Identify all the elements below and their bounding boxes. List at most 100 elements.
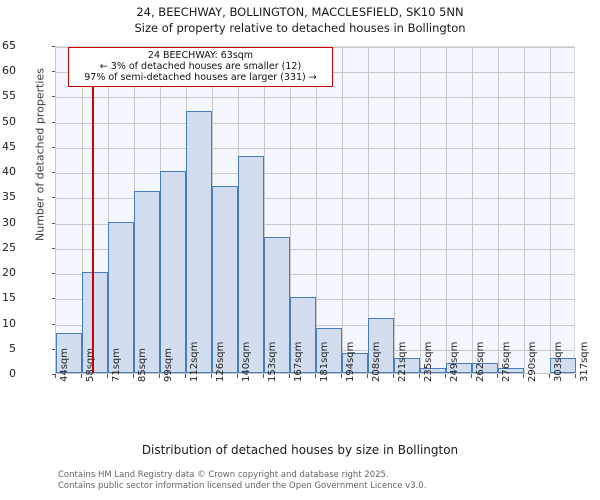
histogram-bar <box>498 367 524 373</box>
x-axis-tick-label: 85sqm <box>137 347 148 382</box>
gridline-vertical <box>550 47 551 373</box>
histogram-bar <box>472 362 498 373</box>
gridline-vertical <box>472 47 473 373</box>
y-axis-tick-label: 5 <box>9 341 16 355</box>
x-axis-tick-mark <box>367 374 368 378</box>
x-axis-tick-label: 44sqm <box>59 347 70 382</box>
y-axis-tick-mark <box>52 273 56 275</box>
y-axis-tick-label: 30 <box>2 215 16 229</box>
x-axis-tick-label: 167sqm <box>293 341 304 382</box>
gridline-vertical <box>264 47 265 373</box>
x-axis-tick-mark <box>185 374 186 378</box>
annotation-line-3: 97% of semi-detached houses are larger (… <box>84 72 317 83</box>
y-axis-tick-label: 35 <box>2 190 16 204</box>
y-axis-tick-label: 65 <box>2 39 16 52</box>
gridline-vertical <box>446 47 447 373</box>
y-axis-tick-mark <box>52 172 56 174</box>
histogram-bar <box>82 272 108 373</box>
x-axis-tick-label: 235sqm <box>423 341 434 382</box>
gridline-vertical <box>108 47 109 373</box>
gridline-horizontal <box>56 122 574 124</box>
histogram-bar <box>394 357 420 373</box>
plot-area <box>55 46 576 374</box>
x-axis-tick-mark <box>575 374 576 378</box>
y-axis-tick-mark <box>52 374 56 375</box>
y-axis-tick-label: 25 <box>2 240 16 254</box>
y-axis-tick-label: 0 <box>9 367 16 380</box>
y-axis-tick-label: 10 <box>2 316 16 330</box>
histogram-bar <box>264 236 290 373</box>
x-axis-tick-label: 303sqm <box>553 341 564 382</box>
x-axis-tick-label: 290sqm <box>527 341 538 382</box>
histogram-bar <box>134 191 160 373</box>
x-axis-tick-mark <box>497 374 498 378</box>
gridline-horizontal <box>56 147 574 149</box>
histogram-bar <box>160 171 186 373</box>
gridline-vertical <box>498 47 499 373</box>
chart-subtitle: Size of property relative to detached ho… <box>134 21 466 35</box>
histogram-bar <box>342 352 368 373</box>
x-axis-label: Distribution of detached houses by size … <box>141 443 459 457</box>
y-axis-tick-mark <box>52 121 56 123</box>
gridline-vertical <box>290 47 291 373</box>
x-axis-tick-label: 71sqm <box>111 347 122 382</box>
gridline-vertical <box>524 47 525 373</box>
y-axis-label: Number of detached properties <box>33 68 47 241</box>
x-axis-tick-mark <box>81 374 82 378</box>
x-axis-tick-label: 58sqm <box>85 347 96 382</box>
histogram-bar <box>238 156 264 373</box>
histogram-bars <box>56 47 576 373</box>
x-axis-tick-mark <box>237 374 238 378</box>
y-axis-tick-mark <box>52 247 56 249</box>
y-axis-tick-mark <box>52 71 56 73</box>
y-axis-tick-mark <box>52 146 56 148</box>
x-axis-tick-mark <box>419 374 420 378</box>
gridline-horizontal <box>56 223 574 225</box>
y-axis-tick-label: 50 <box>2 114 16 128</box>
y-axis-tick-label: 45 <box>2 139 16 153</box>
x-axis-tick-mark <box>549 374 550 378</box>
y-axis-tick-mark <box>52 323 56 325</box>
x-axis-tick-mark <box>211 374 212 378</box>
x-axis-tick-label: 317sqm <box>579 341 590 382</box>
y-axis-tick-label: 20 <box>2 266 16 280</box>
histogram-bar <box>368 317 394 373</box>
gridline-horizontal <box>56 198 574 200</box>
annotation-line-2: ← 3% of detached houses are smaller (12) <box>99 61 302 72</box>
y-axis-tick-label: 55 <box>2 89 16 103</box>
gridline-vertical <box>82 47 83 373</box>
y-axis-tick-mark <box>52 348 56 350</box>
gridline-horizontal <box>56 173 574 175</box>
x-axis-tick-label: 208sqm <box>371 341 382 382</box>
y-axis-tick-mark <box>52 96 56 98</box>
histogram-bar <box>446 362 472 373</box>
gridline-vertical <box>342 47 343 373</box>
x-axis-tick-mark <box>289 374 290 378</box>
x-axis-tick-mark <box>393 374 394 378</box>
x-axis-tick-label: 99sqm <box>163 347 174 382</box>
property-marker-line <box>92 47 94 373</box>
gridline-vertical <box>368 47 369 373</box>
x-axis-tick-label: 126sqm <box>215 341 226 382</box>
annotation-line-1: 24 BEECHWAY: 63sqm <box>147 50 254 61</box>
page-title: 24, BEECHWAY, BOLLINGTON, MACCLESFIELD, … <box>136 5 464 19</box>
x-axis-tick-mark <box>341 374 342 378</box>
x-axis-tick-mark <box>471 374 472 378</box>
x-axis-tick-mark <box>159 374 160 378</box>
x-axis-tick-mark <box>315 374 316 378</box>
histogram-bar <box>290 297 316 373</box>
histogram-bar <box>108 221 134 373</box>
y-axis-tick-label: 60 <box>2 64 16 78</box>
y-axis-tick-label: 40 <box>2 165 16 179</box>
annotation-box: 24 BEECHWAY: 63sqm ← 3% of detached hous… <box>68 47 333 87</box>
x-axis-tick-label: 140sqm <box>241 341 252 382</box>
histogram-bar <box>186 110 212 373</box>
y-axis-tick-label: 15 <box>2 291 16 305</box>
histogram-bar <box>316 327 342 373</box>
gridline-vertical <box>394 47 395 373</box>
x-axis-tick-label: 249sqm <box>449 341 460 382</box>
gridline-horizontal <box>56 248 574 250</box>
x-axis-tick-label: 194sqm <box>345 341 356 382</box>
x-axis-tick-label: 276sqm <box>501 341 512 382</box>
